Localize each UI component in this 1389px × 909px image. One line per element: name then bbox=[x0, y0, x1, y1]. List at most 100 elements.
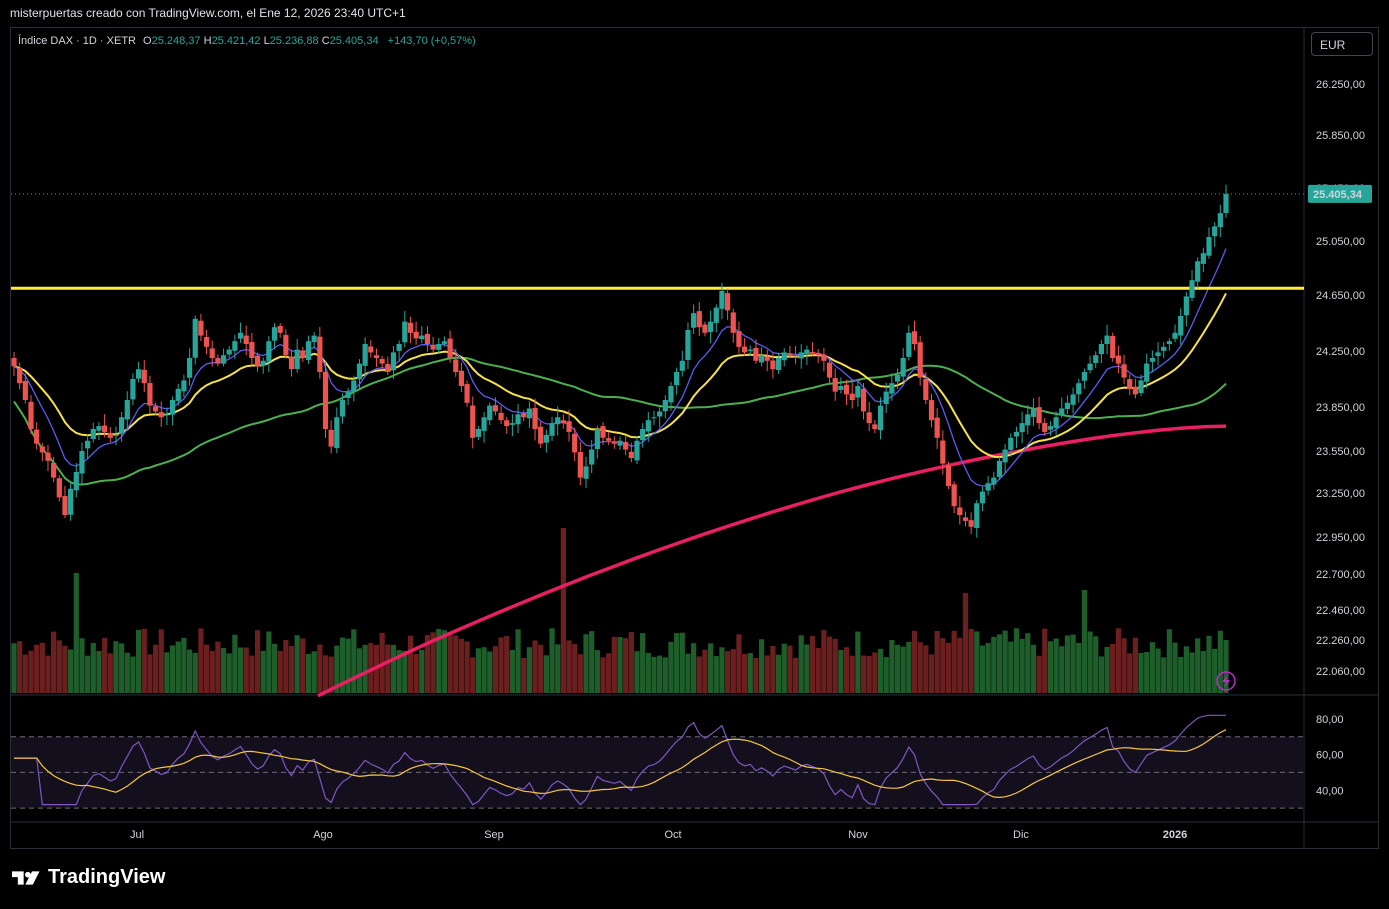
volume-bar bbox=[407, 635, 414, 693]
candle-body bbox=[708, 321, 714, 333]
candle-body bbox=[589, 449, 595, 465]
volume-bar bbox=[402, 650, 408, 693]
low-value: 25.236,88 bbox=[269, 35, 319, 47]
candle-body bbox=[73, 472, 79, 491]
candle-body bbox=[1036, 407, 1042, 424]
volume-bar bbox=[1042, 628, 1048, 693]
volume-bar bbox=[181, 637, 187, 693]
volume-bar bbox=[56, 640, 62, 693]
volume-bar bbox=[413, 654, 419, 693]
volume-bar bbox=[883, 657, 889, 693]
volume-bar bbox=[787, 645, 793, 693]
chart-author-caption: misterpuertas creado con TradingView.com… bbox=[10, 6, 406, 20]
candle-body bbox=[651, 417, 657, 419]
volume-bar bbox=[1161, 657, 1167, 693]
brand-name: TradingView bbox=[48, 866, 166, 888]
time-tick-label: Oct bbox=[664, 829, 681, 841]
volume-bar bbox=[940, 638, 946, 693]
volume-bar bbox=[215, 641, 221, 693]
volume-bar bbox=[696, 656, 702, 693]
candle-body bbox=[725, 293, 731, 311]
volume-bar bbox=[334, 645, 340, 693]
candle-body bbox=[119, 417, 125, 434]
candle-body bbox=[209, 348, 215, 358]
candle-body bbox=[889, 383, 895, 394]
candle-body bbox=[838, 386, 844, 390]
volume-bar bbox=[317, 644, 323, 693]
candle-body bbox=[1002, 449, 1008, 463]
volume-bar bbox=[968, 628, 974, 693]
volume-bar bbox=[640, 633, 646, 693]
volume-bar bbox=[107, 653, 113, 693]
candle-body bbox=[679, 360, 685, 371]
time-tick-label: 2026 bbox=[1163, 829, 1187, 841]
candle-body bbox=[181, 380, 187, 392]
volume-bar bbox=[51, 631, 57, 693]
candle-body bbox=[906, 332, 912, 357]
candle-body bbox=[220, 355, 227, 364]
candle-body bbox=[1115, 355, 1121, 364]
candle-body bbox=[662, 400, 668, 412]
volume-bar bbox=[770, 645, 776, 693]
candle-body bbox=[419, 335, 425, 340]
candle-body bbox=[85, 440, 91, 449]
candle-body bbox=[702, 324, 708, 333]
candle-body bbox=[781, 352, 787, 361]
volume-bar bbox=[277, 650, 283, 693]
candle-body bbox=[96, 426, 102, 431]
volume-bar bbox=[1030, 644, 1037, 693]
candle-body bbox=[175, 388, 181, 401]
candle-body bbox=[951, 484, 957, 507]
volume-bar bbox=[702, 649, 708, 693]
volume-bar bbox=[668, 641, 674, 693]
volume-bar bbox=[1019, 638, 1025, 693]
candle-body bbox=[645, 420, 651, 432]
volume-bar bbox=[849, 655, 855, 693]
low-label: L bbox=[263, 35, 270, 47]
time-tick-label: Sep bbox=[484, 829, 504, 841]
volume-bar bbox=[45, 655, 51, 693]
candle-body bbox=[1059, 408, 1065, 415]
volume-bar bbox=[351, 629, 357, 693]
candle-body bbox=[158, 412, 164, 418]
candle-body bbox=[402, 321, 408, 343]
candle-body bbox=[407, 322, 414, 333]
candle-body bbox=[1161, 346, 1167, 351]
volume-bar bbox=[781, 643, 787, 693]
candle-body bbox=[11, 358, 17, 367]
volume-bar bbox=[985, 643, 991, 693]
time-tick-label: Dic bbox=[1013, 829, 1029, 841]
candle-body bbox=[441, 341, 448, 344]
candle-body bbox=[696, 311, 702, 328]
rsi-tick-label: 60,00 bbox=[1316, 750, 1344, 762]
candle-body bbox=[1030, 408, 1037, 417]
volume-bar bbox=[1047, 641, 1054, 693]
candle-body bbox=[577, 452, 583, 478]
candle-body bbox=[475, 429, 482, 437]
candle-body bbox=[1110, 335, 1116, 358]
candle-body bbox=[555, 417, 561, 425]
volume-bar bbox=[934, 631, 940, 693]
volume-bar bbox=[362, 644, 368, 693]
volume-bar bbox=[809, 635, 816, 693]
candle-body bbox=[215, 358, 221, 364]
volume-bar bbox=[322, 655, 329, 693]
price-tick-label: 26.250,00 bbox=[1316, 79, 1365, 91]
chart-frame[interactable] bbox=[10, 27, 1379, 849]
volume-bar bbox=[300, 638, 306, 693]
time-tick-label: Nov bbox=[848, 829, 868, 841]
volume-bar bbox=[708, 643, 714, 693]
candle-body bbox=[1183, 296, 1189, 316]
candle-body bbox=[623, 442, 629, 450]
currency-button[interactable]: EUR bbox=[1311, 32, 1373, 56]
candle-body bbox=[68, 488, 74, 515]
volume-bar bbox=[1166, 629, 1172, 693]
candle-body bbox=[102, 425, 108, 432]
candle-body bbox=[1144, 363, 1150, 382]
candle-body bbox=[368, 346, 374, 353]
symbol-label[interactable]: Índice DAX · 1D · XETR bbox=[18, 35, 136, 47]
candle-body bbox=[1008, 437, 1014, 450]
volume-bar bbox=[17, 641, 23, 693]
candle-body bbox=[288, 356, 295, 370]
